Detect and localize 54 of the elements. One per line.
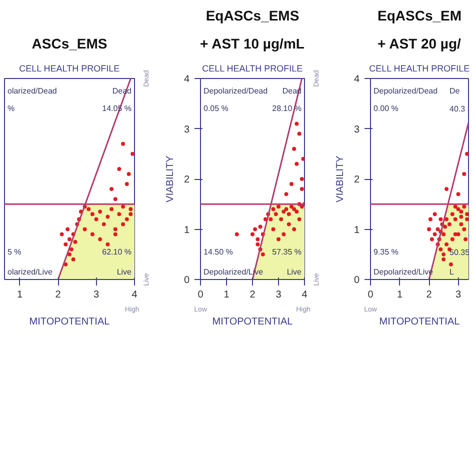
- y-tick-label: 3: [354, 124, 360, 136]
- x-axis-title: MITOPOTENTIAL: [212, 316, 294, 328]
- annotation: Depolarized/Dead: [204, 86, 268, 96]
- annotation: Live: [116, 267, 132, 276]
- x-tick-label: 3: [93, 290, 100, 300]
- annotation: 14.50 %: [204, 247, 233, 256]
- x-tick-label: 0: [198, 290, 204, 300]
- chart-title: EqASCs_EM: [377, 8, 462, 24]
- x-tick-label: 3: [455, 290, 462, 300]
- chart-title: EqASCs_EMS: [206, 8, 300, 24]
- text: CELL HEALTH PROFILE: [369, 64, 470, 74]
- y-tick-label: 2: [184, 174, 190, 186]
- annotation: %: [8, 104, 15, 114]
- y-axis-title: VIABILITY: [334, 155, 346, 202]
- annotation: olarized/Dead: [8, 86, 57, 96]
- y-tick-label: 3: [184, 124, 190, 136]
- x-tick-label: 2: [55, 290, 62, 300]
- annotation: Depolarized/Dead: [374, 86, 438, 96]
- annotation: 0.00 %: [374, 104, 398, 114]
- annotation: 9.35 %: [374, 247, 398, 256]
- y-tick-label: 4: [354, 74, 360, 85]
- y-axis-title: VIABILITY: [164, 155, 176, 202]
- y-tick-label: 0: [184, 275, 190, 286]
- x-tick-label: 1: [396, 290, 403, 300]
- chart-subtitle: + AST 10 µg/mL: [200, 36, 305, 52]
- x-tick-label: 4: [302, 290, 308, 300]
- text: CELL HEALTH PROFILE: [19, 64, 120, 74]
- x-tick-label: 2: [426, 290, 432, 300]
- x-tick-label: 4: [132, 290, 138, 300]
- annotation: 40.3: [450, 104, 466, 114]
- chart-subtitle: + AST 20 µg/: [378, 36, 462, 52]
- x-tick-label: 1: [224, 290, 230, 300]
- annotation: 57.35 %: [272, 247, 302, 256]
- annotation: 5 %: [8, 247, 22, 256]
- x-tick-label: 0: [368, 290, 374, 300]
- annotation: olarized/Live: [8, 267, 53, 276]
- annotation: De: [450, 86, 460, 96]
- chart-title: ASCs_EMS: [32, 36, 108, 52]
- annotation: 0.05 %: [204, 104, 228, 114]
- x-axis-title: MITOPOTENTIAL: [29, 316, 110, 328]
- annotation: L: [450, 267, 454, 276]
- text: CELL HEALTH PROFILE: [202, 64, 303, 74]
- x-tick-label: 1: [17, 290, 24, 300]
- annotation: Live: [286, 267, 302, 276]
- y-tick-label: 0: [354, 275, 360, 286]
- x-tick-label: 2: [250, 290, 256, 300]
- y-tick-label: 4: [184, 74, 190, 85]
- y-tick-label: 1: [354, 224, 360, 236]
- y-tick-label: 2: [354, 174, 360, 186]
- y-tick-label: 1: [184, 224, 190, 236]
- x-tick-label: 3: [276, 290, 282, 300]
- annotation: 28.10 %: [272, 104, 302, 114]
- annotation: 62.10 %: [102, 247, 132, 256]
- x-axis-title: MITOPOTENTIAL: [379, 316, 460, 328]
